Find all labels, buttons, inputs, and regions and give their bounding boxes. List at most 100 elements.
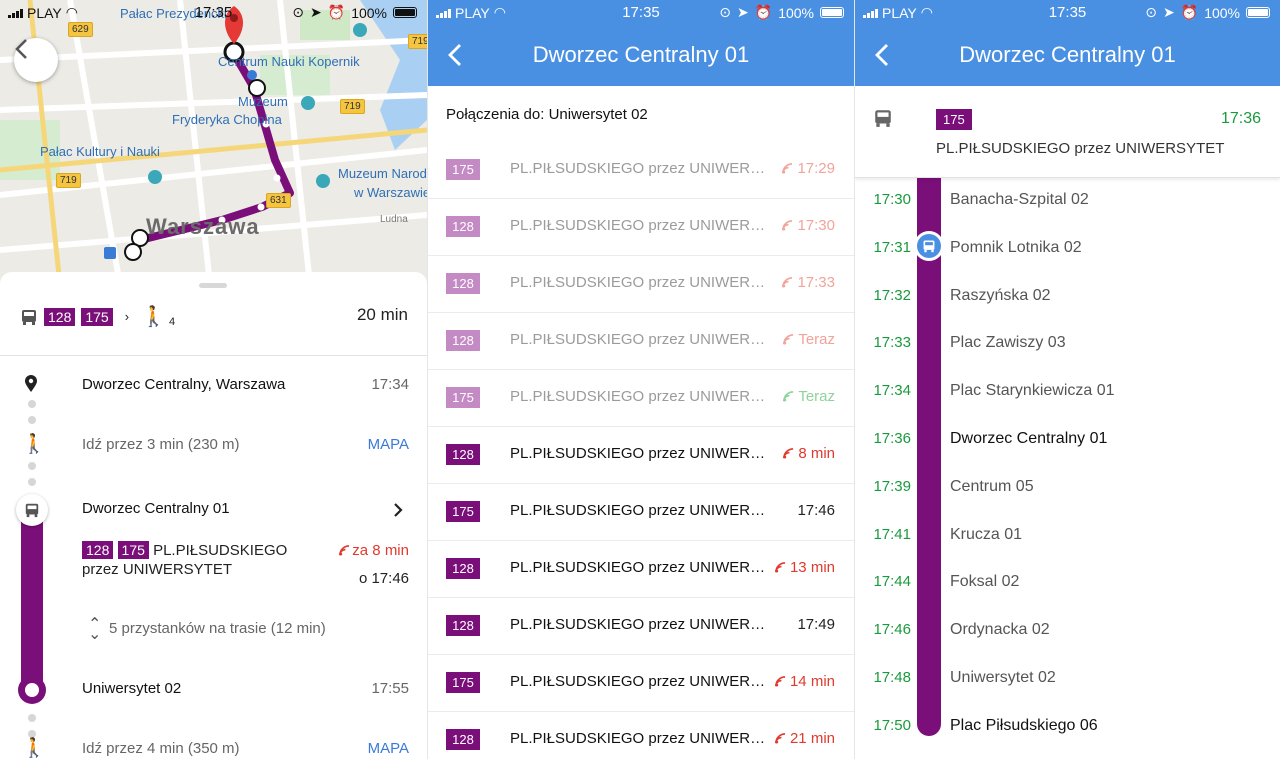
map-canvas <box>0 0 427 285</box>
realtime-icon <box>783 334 794 345</box>
battery-percent: 100% <box>351 4 387 21</box>
wifi-icon: ◠ <box>920 4 933 20</box>
departure-time: Teraz <box>783 388 835 405</box>
departure-row[interactable]: 175 PL.PIŁSUDSKIEGO przez UNIWERSYTET Tera… <box>428 370 854 427</box>
status-right: ⊙ ➤ ⏰ 100% <box>292 4 417 21</box>
departure-time-text: 17:30 <box>797 217 835 234</box>
stop-name: Krucza 01 <box>950 525 1023 543</box>
departure-row[interactable]: 128 PL.PIŁSUDSKIEGO przez UNIWERSYTET 17:3… <box>428 256 854 313</box>
map-label-palac-kultury: Pałac Kultury i Nauki <box>40 144 160 159</box>
departures-screen: PLAY ◠ 17:35 ⊙ ➤ ⏰ 100% Dworzec Centraln… <box>427 0 854 759</box>
stop-name: Plac Zawiszy 03 <box>950 334 1066 352</box>
line-badge: 175 <box>446 387 480 408</box>
collapse-icon: ⌄ <box>88 626 102 643</box>
departure-row[interactable]: 128 PL.PIŁSUDSKIEGO przez UNIWERSYTET 17:3… <box>428 199 854 256</box>
departure-row[interactable]: 128 PL.PIŁSUDSKIEGO przez UNIWERSYTET Tera… <box>428 313 854 370</box>
drag-handle[interactable] <box>199 283 227 288</box>
stop-row[interactable]: 17:32 Raszyńska 02 <box>855 272 1280 320</box>
stop-row[interactable]: 17:33 Plac Zawiszy 03 <box>855 319 1280 367</box>
walk-icon: 🚶 <box>22 738 46 759</box>
stop-row[interactable]: 17:36 Dworzec Centralny 01 <box>855 415 1280 463</box>
line-badge: 128 <box>446 330 480 351</box>
back-button[interactable] <box>14 38 58 82</box>
stop-row[interactable]: 17:30 Banacha-Szpital 02 <box>855 176 1280 224</box>
rotation-lock-icon: ⊙ <box>719 4 732 20</box>
stop-time: 17:34 <box>873 382 911 400</box>
departure-row[interactable]: 128 PL.PIŁSUDSKIEGO przez UNIWERSYTET 17:4… <box>428 598 854 655</box>
stop-row[interactable]: 17:39 Centrum 05 <box>855 463 1280 511</box>
stop-row[interactable]: 17:50 Plac Piłsudskiego 06 <box>855 702 1280 750</box>
location-icon: ➤ <box>1163 4 1175 20</box>
departure-row[interactable]: 175 PL.PIŁSUDSKIEGO przez UNIWERSYTET 14 m… <box>428 655 854 712</box>
route-summary[interactable]: 128 175 › 🚶 4 20 min <box>0 294 427 356</box>
stop-row[interactable]: 17:48 Uniwersytet 02 <box>855 654 1280 702</box>
status-time: 17:35 <box>194 4 233 21</box>
line-badge: 128 <box>446 444 480 465</box>
departure-destination: PL.PIŁSUDSKIEGO przez UNIWERSYTET <box>510 160 772 177</box>
chevron-right-icon[interactable] <box>393 502 403 518</box>
connections-title: Połączenia do: Uniwersytet 02 <box>446 106 648 123</box>
walk-icon: 🚶 <box>141 306 166 328</box>
realtime-icon <box>775 676 786 687</box>
alarm-icon: ⏰ <box>327 4 346 20</box>
stop-row[interactable]: 17:34 Plac Starynkiewicza 01 <box>855 367 1280 415</box>
status-time: 17:35 <box>622 4 660 21</box>
departure-row[interactable]: 128 PL.PIŁSUDSKIEGO przez UNIWERSYTET 21 m… <box>428 712 854 759</box>
realtime-icon <box>783 391 794 402</box>
signal-icon <box>863 8 878 18</box>
walk-step-2: Idź przez 4 min (350 m) <box>82 740 240 757</box>
signal-icon <box>8 8 23 18</box>
departure-destination: PL.PIŁSUDSKIEGO przez UNIWERSYTET <box>510 559 772 576</box>
departure-time: 21 min <box>775 730 835 747</box>
realtime-icon <box>783 448 794 459</box>
bus-icon <box>875 110 891 127</box>
battery-icon <box>1246 7 1270 18</box>
departure-destination: PL.PIŁSUDSKIEGO przez UNIWERSYTET <box>510 616 772 633</box>
departure-row[interactable]: 128 PL.PIŁSUDSKIEGO przez UNIWERSYTET 13 m… <box>428 541 854 598</box>
back-button[interactable] <box>444 42 468 68</box>
route-sheet: 128 175 › 🚶 4 20 min Dworzec Centralny, … <box>0 272 427 759</box>
map-link-2[interactable]: MAPA <box>367 740 409 757</box>
departure-row[interactable]: 175 PL.PIŁSUDSKIEGO przez UNIWERSYTET 17:2… <box>428 142 854 199</box>
walk-dot <box>28 714 36 722</box>
realtime-text: za 8 min <box>352 542 409 559</box>
departure-row[interactable]: 175 PL.PIŁSUDSKIEGO przez UNIWERSYTET 17:4… <box>428 484 854 541</box>
realtime-info: za 8 min <box>339 542 409 559</box>
departure-time: 14 min <box>775 673 835 690</box>
expand-icon[interactable]: ⌃ <box>88 616 102 633</box>
carrier: PLAY ◠ <box>863 4 933 21</box>
board-stop-name[interactable]: Dworzec Centralny 01 <box>82 500 230 517</box>
page-title: Dworzec Centralny 01 <box>532 42 750 67</box>
stops-info[interactable]: 5 przystanków na trasie (12 min) <box>109 620 326 637</box>
trip-stops-screen: PLAY ◠ 17:35 ⊙ ➤ ⏰ 100% Dworzec Centraln… <box>854 0 1280 759</box>
map-label-kopernik: Centrum Nauki Kopernik <box>218 54 360 69</box>
bus-icon <box>25 503 39 518</box>
realtime-icon <box>782 220 793 231</box>
bus-icon <box>917 234 941 258</box>
line-badge: 175 <box>81 307 113 326</box>
map-label-warszawa: Warszawa <box>146 214 260 239</box>
departure-time: 17:29 <box>782 160 835 177</box>
stop-name: Foksal 02 <box>950 573 1020 591</box>
transit-lines: 128 175 PL.PIŁSUDSKIEGO przez UNIWERSYTE… <box>82 541 312 579</box>
page-title: Dworzec Centralny 01 <box>959 42 1176 67</box>
direction-text-1: PL.PIŁSUDSKIEGO <box>153 542 288 559</box>
location-pin-icon <box>25 375 37 392</box>
stop-row[interactable]: 17:44 Foksal 02 <box>855 558 1280 606</box>
road-badge: 719 <box>408 34 427 49</box>
walk-dot <box>28 478 36 486</box>
map-link-1[interactable]: MAPA <box>367 436 409 453</box>
stop-row[interactable]: 17:46 Ordynacka 02 <box>855 606 1280 654</box>
stop-row[interactable]: 17:41 Krucza 01 <box>855 511 1280 559</box>
stop-row[interactable]: 17:31 Pomnik Lotnika 02 <box>855 224 1280 272</box>
back-button[interactable] <box>871 42 895 68</box>
signal-icon <box>436 8 451 18</box>
departure-destination: PL.PIŁSUDSKIEGO przez UNIWERSYTET <box>510 673 772 690</box>
alight-marker <box>18 676 46 704</box>
origin-time: 17:34 <box>371 376 409 393</box>
carrier: PLAY ◠ <box>8 4 78 21</box>
alight-time: 17:55 <box>371 680 409 697</box>
trip-time: 17:36 <box>1220 110 1261 127</box>
departure-row[interactable]: 128 PL.PIŁSUDSKIEGO przez UNIWERSYTET 8 mi… <box>428 427 854 484</box>
route-map[interactable]: Pałac Prezydencki Centrum Nauki Kopernik… <box>0 0 427 285</box>
